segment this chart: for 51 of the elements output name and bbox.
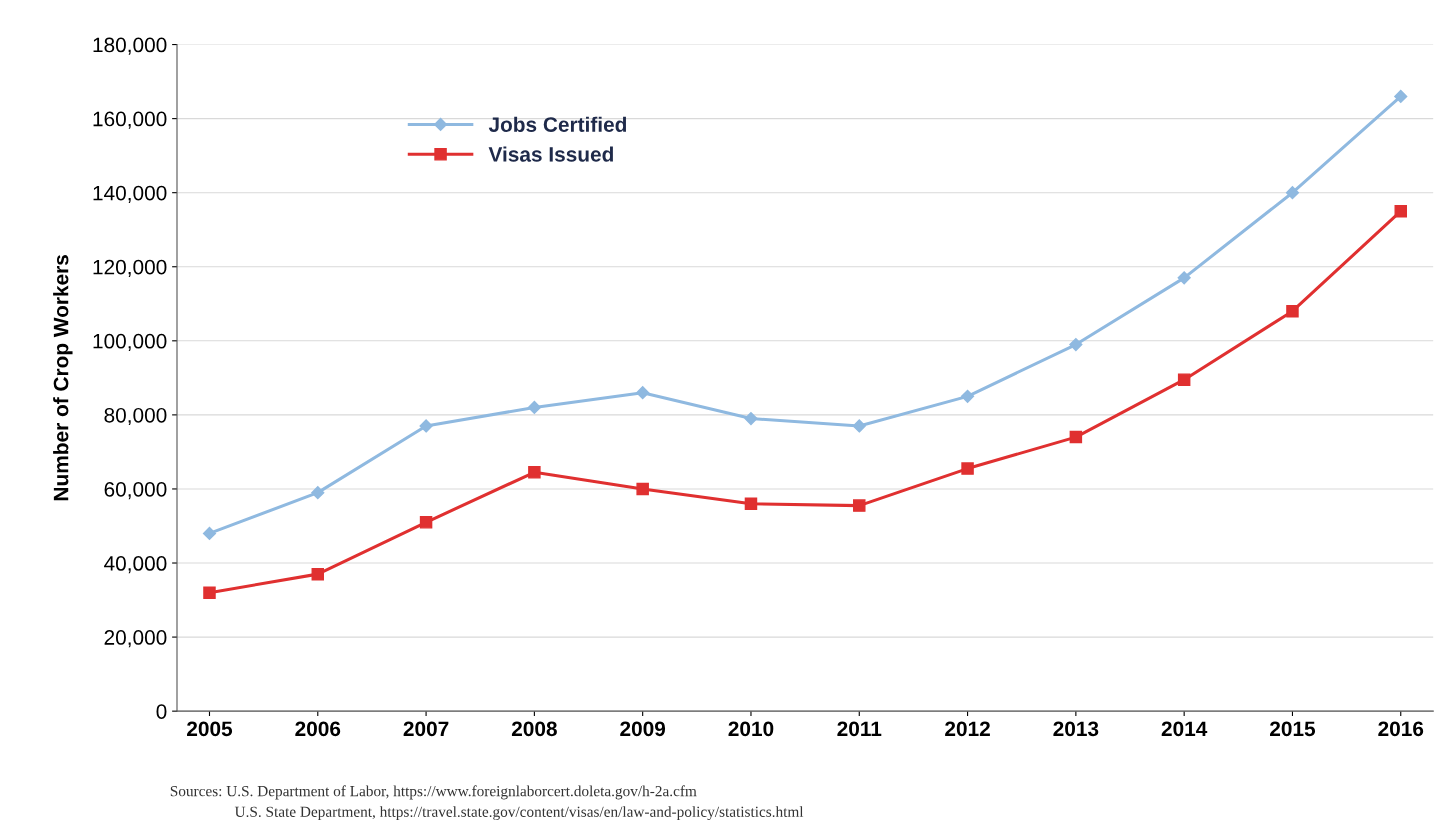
point bbox=[311, 486, 325, 500]
y-tick-label: 140,000 bbox=[93, 185, 167, 203]
x-tick-label: 2005 bbox=[187, 721, 233, 737]
point bbox=[1286, 304, 1299, 318]
point bbox=[203, 586, 216, 599]
y-tick-label: 80,000 bbox=[104, 407, 167, 426]
x-tick-label: 2013 bbox=[1053, 721, 1099, 737]
point bbox=[852, 419, 866, 433]
point bbox=[1069, 430, 1083, 444]
y-tick-label: 100,000 bbox=[93, 333, 167, 352]
point bbox=[1394, 204, 1408, 218]
x-tick-label: 2015 bbox=[1270, 721, 1316, 737]
y-tick-label: 40,000 bbox=[104, 556, 167, 574]
point bbox=[1394, 89, 1408, 103]
point bbox=[1285, 186, 1300, 200]
y-tick-label: 120,000 bbox=[93, 259, 167, 277]
x-tick-label: 2016 bbox=[1378, 721, 1424, 737]
x-tick-label: 2010 bbox=[728, 721, 774, 737]
point bbox=[744, 497, 758, 511]
point bbox=[202, 526, 217, 540]
text: U.S. State Department, https://travel.state.gov/content/visas/en/law-and-policy/statistics.html bbox=[234, 806, 804, 821]
point bbox=[1069, 337, 1083, 352]
point bbox=[419, 516, 433, 529]
point bbox=[1177, 271, 1191, 285]
y-tick-label: 180,000 bbox=[93, 37, 167, 55]
y-tick-label: 0 bbox=[156, 704, 167, 719]
point bbox=[419, 419, 433, 433]
x-tick-label: 2007 bbox=[403, 721, 449, 737]
point bbox=[853, 499, 866, 512]
legend-label: Visas Issued bbox=[488, 146, 613, 162]
x-tick-label: 2011 bbox=[837, 721, 882, 737]
point bbox=[527, 400, 541, 415]
x-tick-label: 2014 bbox=[1161, 721, 1208, 737]
x-tick-label: 2009 bbox=[620, 721, 666, 737]
point bbox=[636, 386, 650, 400]
legend-label: Jobs Certified bbox=[488, 116, 627, 132]
point bbox=[1177, 373, 1191, 386]
point bbox=[528, 466, 541, 479]
x-tick-label: 2012 bbox=[945, 721, 990, 737]
x-tick-label: 2006 bbox=[295, 721, 341, 737]
point bbox=[744, 411, 758, 426]
y-tick-label: 20,000 bbox=[104, 630, 167, 648]
y-axis-title: Number of Crop Workers bbox=[53, 255, 73, 501]
y-tick-label: 160,000 bbox=[93, 111, 167, 129]
point bbox=[311, 567, 325, 581]
point bbox=[961, 462, 974, 475]
source-note: Sources: U.S. Department of Labor, https://www.foreignlaborcert.doleta.gov/h-2a.cfm bbox=[170, 785, 697, 800]
y-tick-label: 60,000 bbox=[104, 481, 167, 500]
point bbox=[960, 389, 975, 403]
point bbox=[636, 482, 649, 496]
x-tick-label: 2008 bbox=[511, 721, 557, 737]
